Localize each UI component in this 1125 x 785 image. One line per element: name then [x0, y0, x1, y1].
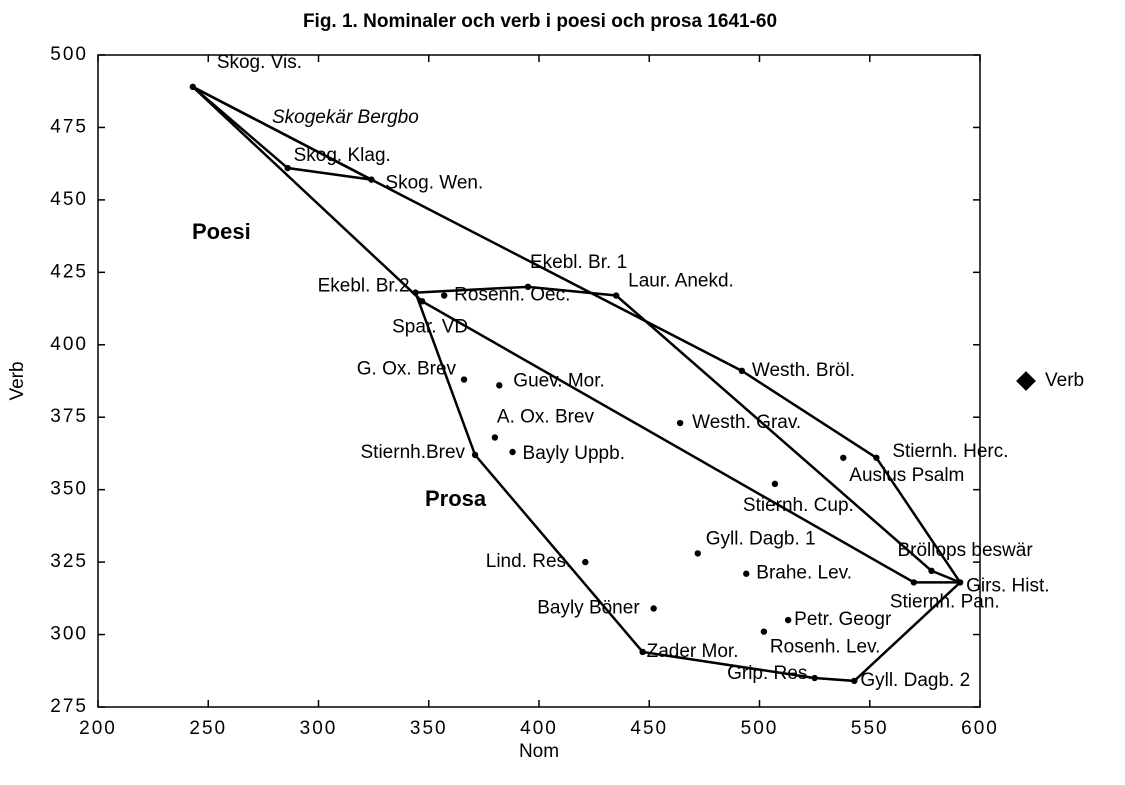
data-point — [582, 558, 589, 566]
data-point — [491, 434, 499, 441]
point-label: A. Ox. Brev — [497, 407, 595, 428]
data-point — [440, 292, 448, 299]
point-label: Bröllops beswär — [897, 540, 1033, 561]
chart-title: Fig. 1. Nominaler och verb i poesi och p… — [303, 11, 777, 32]
data-point — [738, 367, 746, 375]
data-point — [412, 289, 419, 296]
point-label: Bayly Uppb. — [523, 443, 625, 464]
data-point — [639, 648, 646, 656]
data-point — [873, 454, 880, 461]
data-point — [524, 283, 532, 291]
point-label: Guev. Mor. — [513, 370, 605, 391]
data-point — [760, 628, 768, 635]
point-label: Gyll. Dagb. 1 — [706, 528, 816, 549]
hull-line — [191, 85, 963, 584]
data-point — [460, 376, 468, 383]
data-point — [784, 616, 792, 624]
point-label: Rosenh. Lev. — [770, 637, 881, 658]
legend-label: Verb — [1045, 370, 1084, 391]
point-label: Ausius Psalm — [849, 465, 964, 486]
data-point — [956, 579, 964, 586]
x-tick-label: 400 — [520, 718, 558, 739]
y-tick-label: 425 — [50, 261, 88, 282]
x-tick-label: 300 — [300, 718, 338, 739]
point-label: Laur. Anekd. — [628, 271, 734, 292]
x-tick-label: 600 — [961, 718, 999, 739]
y-axis-label: Verb — [7, 361, 28, 400]
x-tick-label: 550 — [851, 718, 889, 739]
point-label: Skog. Wen. — [385, 173, 483, 194]
y-tick-label: 350 — [50, 479, 88, 500]
point-label: Westh. Bröl. — [752, 360, 855, 381]
y-tick-label: 450 — [50, 189, 88, 210]
data-point — [471, 451, 479, 459]
point-label: G. Ox. Brev — [357, 359, 457, 380]
point-label: Spar. VD — [392, 316, 468, 337]
y-tick-label: 500 — [50, 44, 88, 65]
point-label: Zader Mor. — [647, 641, 739, 662]
data-point — [910, 579, 918, 586]
annotation: Poesi — [192, 219, 251, 244]
legend-marker — [1016, 371, 1036, 391]
data-point — [811, 674, 818, 682]
x-axis-label: Nom — [519, 741, 559, 762]
data-point — [650, 605, 657, 612]
point-label: Lind. Res. — [486, 551, 572, 572]
y-tick-label: 300 — [50, 624, 88, 645]
point-label: Brahe. Lev. — [756, 563, 852, 584]
data-point — [743, 570, 750, 577]
x-tick-label: 250 — [189, 718, 227, 739]
x-tick-label: 350 — [410, 718, 448, 739]
point-label: Westh. Grav. — [692, 412, 801, 433]
data-point — [851, 677, 858, 685]
y-tick-label: 375 — [50, 406, 88, 427]
data-point — [771, 480, 779, 488]
point-label: Petr. Geogr — [794, 609, 892, 630]
point-label: Skog. Klag. — [294, 145, 391, 166]
point-label: Rosenh. Oec. — [454, 285, 570, 306]
annotation: Skogekär Bergbo — [272, 107, 419, 128]
data-point — [284, 164, 291, 172]
data-point — [368, 176, 375, 183]
point-label: Stiernh. Pan. — [890, 591, 1000, 612]
data-point — [496, 382, 503, 389]
y-tick-label: 475 — [50, 116, 88, 137]
y-tick-label: 400 — [50, 334, 88, 355]
data-point — [189, 83, 197, 91]
point-label: Gyll. Dagb. 2 — [860, 670, 970, 691]
data-point — [612, 292, 620, 299]
point-label: Stiernh.Brev — [361, 442, 466, 463]
hull-line — [414, 285, 963, 683]
annotation: Prosa — [425, 486, 487, 511]
data-point — [418, 298, 426, 305]
point-label: Skog. Vis. — [217, 52, 302, 73]
point-label: Ekebl. Br. 1 — [530, 252, 627, 273]
data-point — [840, 454, 847, 461]
point-label: Stiernh. Herc. — [892, 441, 1008, 462]
y-tick-label: 275 — [50, 696, 88, 717]
data-point — [694, 550, 701, 557]
point-label: Girs. Hist. — [966, 575, 1049, 596]
x-tick-label: 500 — [741, 718, 779, 739]
point-label: Stiernh. Cup. — [743, 495, 854, 516]
x-tick-label: 450 — [630, 718, 668, 739]
y-tick-label: 325 — [50, 551, 88, 572]
point-label: Bayly Böner — [537, 597, 640, 618]
data-point — [676, 419, 684, 427]
x-tick-label: 200 — [79, 718, 117, 739]
point-label: Grip. Res. — [727, 663, 813, 684]
data-point — [928, 567, 935, 575]
data-point — [509, 448, 516, 456]
point-label: Ekebl. Br.2 — [318, 276, 410, 297]
